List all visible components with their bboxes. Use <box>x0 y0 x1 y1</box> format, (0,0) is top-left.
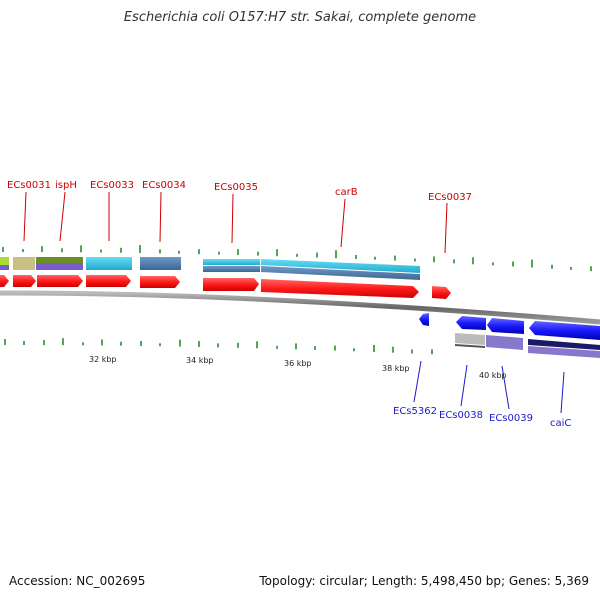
cog-block <box>261 259 420 273</box>
cog-block <box>528 339 600 350</box>
cog-block <box>36 257 83 263</box>
cds-arrow <box>0 275 9 287</box>
gene-label-ECs0031: ECs0031 <box>7 180 51 191</box>
cog-block <box>203 266 260 272</box>
label-leader <box>59 191 66 242</box>
label-leader <box>460 364 468 407</box>
cds-arrow <box>140 276 180 288</box>
label-leader <box>444 202 448 254</box>
cds-arrow <box>487 318 524 334</box>
reverse-gene-labels: ECs5362 ECs0038 ECs0039 caiC <box>393 360 571 429</box>
gene-label-ECs0033: ECs0033 <box>90 180 134 191</box>
cog-block <box>13 257 35 270</box>
cds-arrow <box>86 275 131 287</box>
cog-block <box>261 266 420 280</box>
genome-backbone <box>0 290 600 325</box>
label-leader <box>501 365 510 410</box>
cds-arrow <box>261 279 419 298</box>
coordinate-ticks: 32 kbp 34 kbp 36 kbp 38 kbp 40 kbp <box>89 355 507 380</box>
tick-label-34kbp: 34 kbp <box>186 356 214 365</box>
label-leader <box>23 191 27 242</box>
label-leader <box>413 360 422 403</box>
cog-ring-lower <box>455 333 600 358</box>
label-leader <box>340 198 346 248</box>
label-leader <box>231 193 234 244</box>
tick-label-40kbp: 40 kbp <box>479 371 507 380</box>
cog-block <box>0 265 9 270</box>
cds-arrow <box>203 278 259 291</box>
label-leader <box>560 371 565 414</box>
gene-label-carB: carB <box>335 187 358 198</box>
reverse-cds-track <box>419 313 600 340</box>
tick-label-38kbp: 38 kbp <box>382 364 410 373</box>
gc-ticks-upper <box>2 245 592 272</box>
cds-arrow <box>37 275 83 287</box>
cog-block <box>486 335 523 350</box>
accession-text: Accession: NC_002695 <box>9 574 146 588</box>
tick-label-32kbp: 32 kbp <box>89 355 117 364</box>
cog-block <box>203 259 260 265</box>
gc-ticks-lower <box>4 338 433 355</box>
gene-label-ECs0038: ECs0038 <box>439 410 483 421</box>
map-title: Escherichia coli O157:H7 str. Sakai, com… <box>123 10 477 25</box>
cog-ring-upper <box>0 257 420 280</box>
cog-block <box>455 333 485 345</box>
gene-label-ECs0037: ECs0037 <box>428 192 472 203</box>
cog-block <box>0 257 9 265</box>
cog-block <box>455 344 485 348</box>
gene-label-ECs0034: ECs0034 <box>142 180 186 191</box>
tick-label-36kbp: 36 kbp <box>284 359 312 368</box>
cds-arrow <box>529 321 600 340</box>
cog-block <box>528 346 600 358</box>
topology-summary: Topology: circular; Length: 5,498,450 bp… <box>259 574 589 588</box>
cds-arrow <box>13 275 36 287</box>
cds-arrow <box>419 313 429 326</box>
gene-label-caiC: caiC <box>550 418 571 429</box>
gene-label-ECs5362: ECs5362 <box>393 406 437 417</box>
label-leader <box>159 191 162 243</box>
gene-label-ECs0035: ECs0035 <box>214 182 258 193</box>
cog-block <box>36 263 83 270</box>
cog-block <box>140 257 181 270</box>
cds-arrow <box>432 286 451 299</box>
cds-arrow <box>456 316 486 330</box>
gene-label-ECs0039: ECs0039 <box>489 413 533 424</box>
forward-cds-track <box>0 275 451 299</box>
forward-gene-labels: ECs0031 ispH ECs0033 ECs0034 ECs0035 car… <box>7 180 472 254</box>
gene-label-ispH: ispH <box>55 180 77 191</box>
cog-block <box>86 257 132 270</box>
